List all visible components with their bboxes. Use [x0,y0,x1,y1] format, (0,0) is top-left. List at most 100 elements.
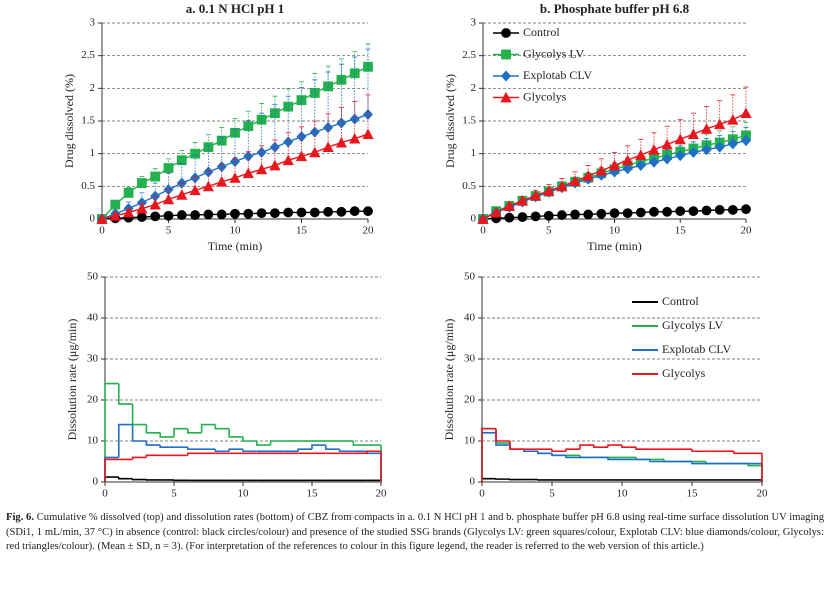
x-tick-label: 5 [171,488,177,500]
x-axis-label: Time (min) [587,239,642,253]
x-axis-label: Time (min) [216,502,271,505]
marker [295,150,308,162]
step-segment [187,428,202,434]
x-tick-label: 0 [99,225,105,237]
marker [243,208,254,219]
marker [608,159,621,171]
x-tick-label: 20 [741,225,753,237]
marker [349,132,361,144]
step-segment [551,453,566,457]
x-tick-label: 10 [609,225,621,237]
marker [336,206,347,217]
y-axis-label: Drug dissolved (%) [443,74,457,168]
x-tick-label: 20 [376,488,388,500]
marker [110,199,121,210]
step-segment [187,452,202,456]
x-tick-label: 15 [675,225,687,237]
step-segment [621,445,636,448]
marker [123,206,135,218]
marker [123,187,134,198]
x-tick-label: 15 [296,225,308,237]
step-segment [352,441,368,446]
marker [322,141,334,153]
marker [662,206,672,217]
marker [163,210,174,221]
step-segment [551,449,566,453]
step-segment [118,383,133,405]
step-segment [104,476,119,482]
step-segment [131,424,147,442]
caption-text: Cumulative % dissolved (top) and dissolu… [6,512,824,552]
marker [530,189,542,201]
step-segment [481,427,496,482]
marker [662,153,673,165]
y-tick-label: 40 [464,312,476,324]
y-tick-label: 1 [90,147,96,159]
step-segment [311,444,326,450]
y-tick-label: 1.5 [462,115,476,127]
step-segment [187,447,202,451]
marker [543,210,554,221]
marker [150,171,161,182]
marker [256,146,267,158]
y-tick-label: 0.5 [462,180,476,192]
marker [163,163,174,173]
marker [477,213,489,224]
marker [501,28,511,38]
marker [149,198,161,210]
marker [500,70,512,82]
legend-label: Glycolys LV [662,318,724,332]
marker [137,178,147,188]
marker [661,138,673,150]
y-axis-label: Drug dissolved (%) [62,74,76,168]
marker [136,202,148,214]
marker [700,123,713,134]
y-tick-label: 1 [471,147,477,159]
y-axis-label: Dissolution rate (μg/min) [65,319,79,441]
step-segment [297,448,312,452]
y-tick-label: 40 [87,312,99,324]
chart-title: a. 0.1 N HCl pH 1 [186,1,285,16]
step-segment [338,449,354,453]
step-segment [104,382,119,482]
step-segment [242,449,257,453]
step-segment [131,456,147,460]
marker [557,210,567,220]
marker [190,210,200,220]
step-segment [159,445,174,448]
marker [363,206,373,217]
step-segment [366,450,381,454]
marker [622,208,633,219]
chart-title: b. Phosphate buffer pH 6.8 [540,1,690,16]
marker [203,209,214,220]
marker [349,113,360,125]
marker [283,101,294,112]
marker [256,208,267,219]
y-tick-label: 2.5 [462,49,476,61]
step-segment [607,457,622,461]
step-segment [481,427,496,482]
step-segment [104,456,119,482]
marker [230,127,240,138]
marker [504,212,515,223]
y-tick-label: 10 [464,435,476,447]
y-tick-label: 2 [90,82,96,94]
step-segment [509,441,524,451]
step-segment [565,455,580,459]
step-segment [118,477,133,480]
marker [516,194,529,206]
step-segment [173,427,188,437]
marker [727,204,738,215]
marker [362,108,374,121]
y-tick-label: 30 [464,353,476,365]
marker [230,208,240,219]
marker [596,208,607,219]
step-segment [579,444,594,450]
step-segment [509,443,524,451]
y-axis-label: Dissolution rate (μg/min) [442,319,456,441]
marker [635,159,646,171]
step-segment [269,440,285,446]
marker [296,131,307,143]
legend-label: Control [523,25,560,39]
